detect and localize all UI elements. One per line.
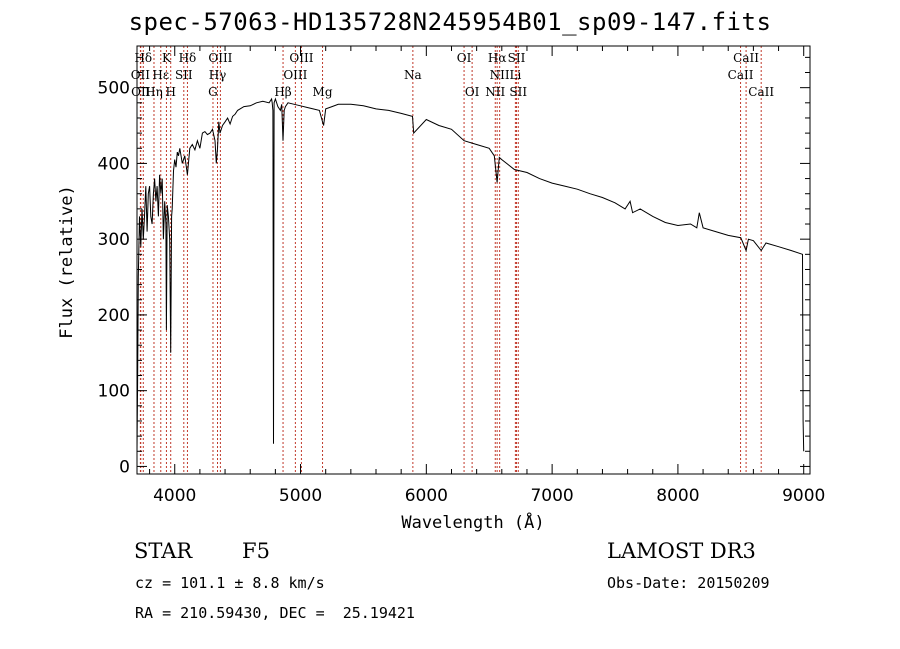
y-tick-label: 0 (119, 457, 130, 477)
x-tick-label: 7000 (530, 486, 573, 506)
coordinates: RA = 210.59430, DEC = 25.19421 (135, 604, 415, 622)
line-label: Hδ (134, 51, 152, 65)
x-tick-label: 9000 (782, 486, 825, 506)
object-class: STAR (134, 539, 193, 563)
line-label: G (208, 85, 218, 99)
line-label: Hδ (179, 51, 197, 65)
line-label: SII (509, 85, 527, 99)
line-label: OI (465, 85, 480, 99)
chart-title: spec-57063-HD135728N245954B01_sp09-147.f… (128, 8, 772, 36)
y-tick-label: 200 (98, 306, 130, 326)
line-label: NII (485, 85, 505, 99)
subclass: F5 (242, 539, 270, 563)
line-label: SII (175, 68, 193, 82)
line-label: Na (404, 68, 422, 82)
line-label: OIII (208, 51, 232, 65)
line-label: OIII (289, 51, 313, 65)
line-label: K (162, 51, 172, 65)
line-label: OI (457, 51, 472, 65)
line-label: Mg (313, 85, 333, 99)
plot-frame (136, 45, 811, 475)
y-tick-label: 400 (98, 154, 130, 174)
line-label: Hα (488, 51, 507, 65)
line-label: Hη (145, 85, 163, 99)
y-tick-label: 100 (98, 382, 130, 402)
redshift-cz: cz = 101.1 ± 8.8 km/s (135, 574, 325, 592)
y-axis: 0 100 200 300 400 500 (98, 56, 810, 477)
line-label: OIII (283, 68, 307, 82)
line-label: Li (509, 68, 521, 82)
x-tick-label: 5000 (279, 486, 322, 506)
line-label: NII (490, 68, 510, 82)
obs-date: Obs-Date: 20150209 (607, 574, 770, 592)
line-label: CaII (733, 51, 759, 65)
x-tick-label: 6000 (405, 486, 448, 506)
spectrum-line (137, 97, 805, 452)
line-label: Hγ (209, 68, 227, 82)
line-label: SII (508, 51, 526, 65)
y-tick-label: 300 (98, 230, 130, 250)
x-tick-label: 8000 (656, 486, 699, 506)
line-label: CaII (748, 85, 774, 99)
x-axis-label: Wavelength (Å) (401, 511, 544, 533)
x-axis: 4000 5000 6000 7000 8000 9000 (149, 46, 825, 506)
x-tick-label: 4000 (153, 486, 196, 506)
line-label: OII (131, 68, 151, 82)
survey-name: LAMOST DR3 (607, 539, 756, 563)
line-markers (139, 46, 762, 474)
y-tick-label: 500 (98, 79, 130, 99)
y-axis-label: Flux (relative) (57, 185, 77, 339)
line-label: Hβ (274, 85, 291, 99)
line-label: OII (131, 85, 151, 99)
line-label: CaII (728, 68, 754, 82)
line-label: H (165, 85, 175, 99)
line-label: Hε (152, 68, 169, 82)
